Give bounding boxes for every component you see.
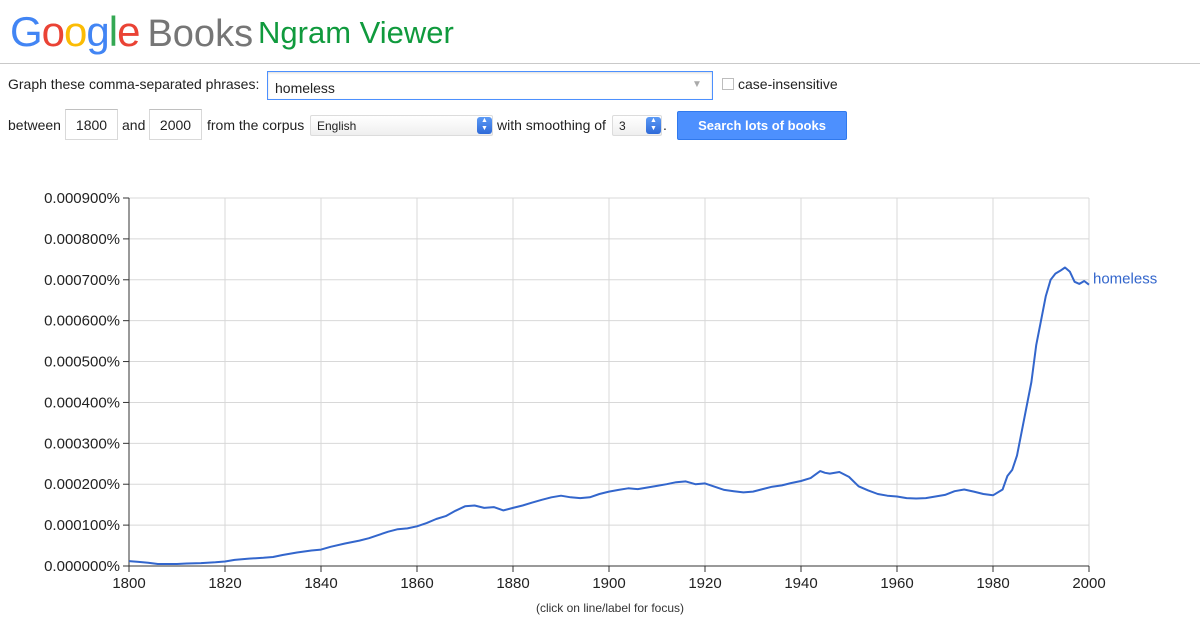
smoothing-select[interactable]: 3 ▲ ▼ xyxy=(612,115,662,136)
x-tick-label: 1900 xyxy=(592,575,625,592)
y-tick-label: 0.000900% xyxy=(44,190,120,207)
y-tick-label: 0.000100% xyxy=(44,517,120,534)
series-line-homeless[interactable] xyxy=(128,266,1090,565)
google-books-logo[interactable]: Google Books xyxy=(10,8,253,60)
corpus-select[interactable]: English ▲ ▼ xyxy=(310,115,493,136)
logo-google-wordmark: Google xyxy=(10,8,140,55)
logo-letter: l xyxy=(108,8,118,55)
logo-letter: o xyxy=(41,8,65,55)
ngram-chart[interactable]: 0.000000% 0.000100% 0.000200% 0.000300% 0.00… xyxy=(0,170,1200,600)
y-tick-label: 0.000300% xyxy=(44,435,120,452)
x-tick-label: 1860 xyxy=(400,575,433,592)
x-tick-label: 1940 xyxy=(784,575,817,592)
logo-letter: e xyxy=(117,8,140,55)
start-year-input[interactable] xyxy=(65,109,118,140)
case-insensitive-checkbox[interactable] xyxy=(722,78,734,90)
logo-letter: g xyxy=(86,8,109,55)
y-tick-label: 0.000800% xyxy=(44,231,120,248)
period-label: . xyxy=(663,117,667,133)
y-tick-label: 0.000700% xyxy=(44,272,120,289)
corpus-label: from the corpus xyxy=(207,117,305,133)
updown-arrows-icon: ▲ ▼ xyxy=(477,117,492,134)
y-tick-label: 0.000000% xyxy=(44,558,120,575)
app-title: Ngram Viewer xyxy=(258,15,454,50)
x-tick-label: 1820 xyxy=(208,575,241,592)
y-tick-label: 0.000500% xyxy=(44,354,120,371)
search-button[interactable]: Search lots of books xyxy=(677,111,847,140)
smoothing-select-value: 3 xyxy=(619,119,626,133)
x-tick-label: 1800 xyxy=(112,575,145,592)
phrases-label: Graph these comma-separated phrases: xyxy=(8,76,260,92)
and-label: and xyxy=(122,117,146,133)
phrases-input[interactable] xyxy=(267,71,713,100)
case-insensitive-label[interactable]: case-insensitive xyxy=(738,76,838,92)
x-tick-label: 1960 xyxy=(880,575,913,592)
x-tick-label: 1920 xyxy=(688,575,721,592)
y-tick-label: 0.000400% xyxy=(44,394,120,411)
x-tick-label: 1980 xyxy=(976,575,1009,592)
logo-letter: G xyxy=(10,8,43,55)
x-tick-label: 1840 xyxy=(304,575,337,592)
logo-books-wordmark: Books xyxy=(147,13,254,55)
x-tick-label: 1880 xyxy=(496,575,529,592)
chevron-down-icon[interactable]: ▼ xyxy=(692,79,702,90)
updown-arrows-icon: ▲ ▼ xyxy=(646,117,661,134)
series-label-homeless[interactable]: homeless xyxy=(1093,271,1157,288)
corpus-select-value: English xyxy=(317,119,357,133)
between-label: between xyxy=(8,117,61,133)
x-tick-label: 2000 xyxy=(1072,575,1105,592)
y-tick-label: 0.000200% xyxy=(44,476,120,493)
y-tick-label: 0.000600% xyxy=(44,313,120,330)
logo-letter: o xyxy=(64,8,87,55)
header-divider xyxy=(0,63,1200,64)
end-year-input[interactable] xyxy=(149,109,202,140)
smoothing-label: with smoothing of xyxy=(497,117,606,133)
chart-footnote: (click on line/label for focus) xyxy=(535,601,685,615)
